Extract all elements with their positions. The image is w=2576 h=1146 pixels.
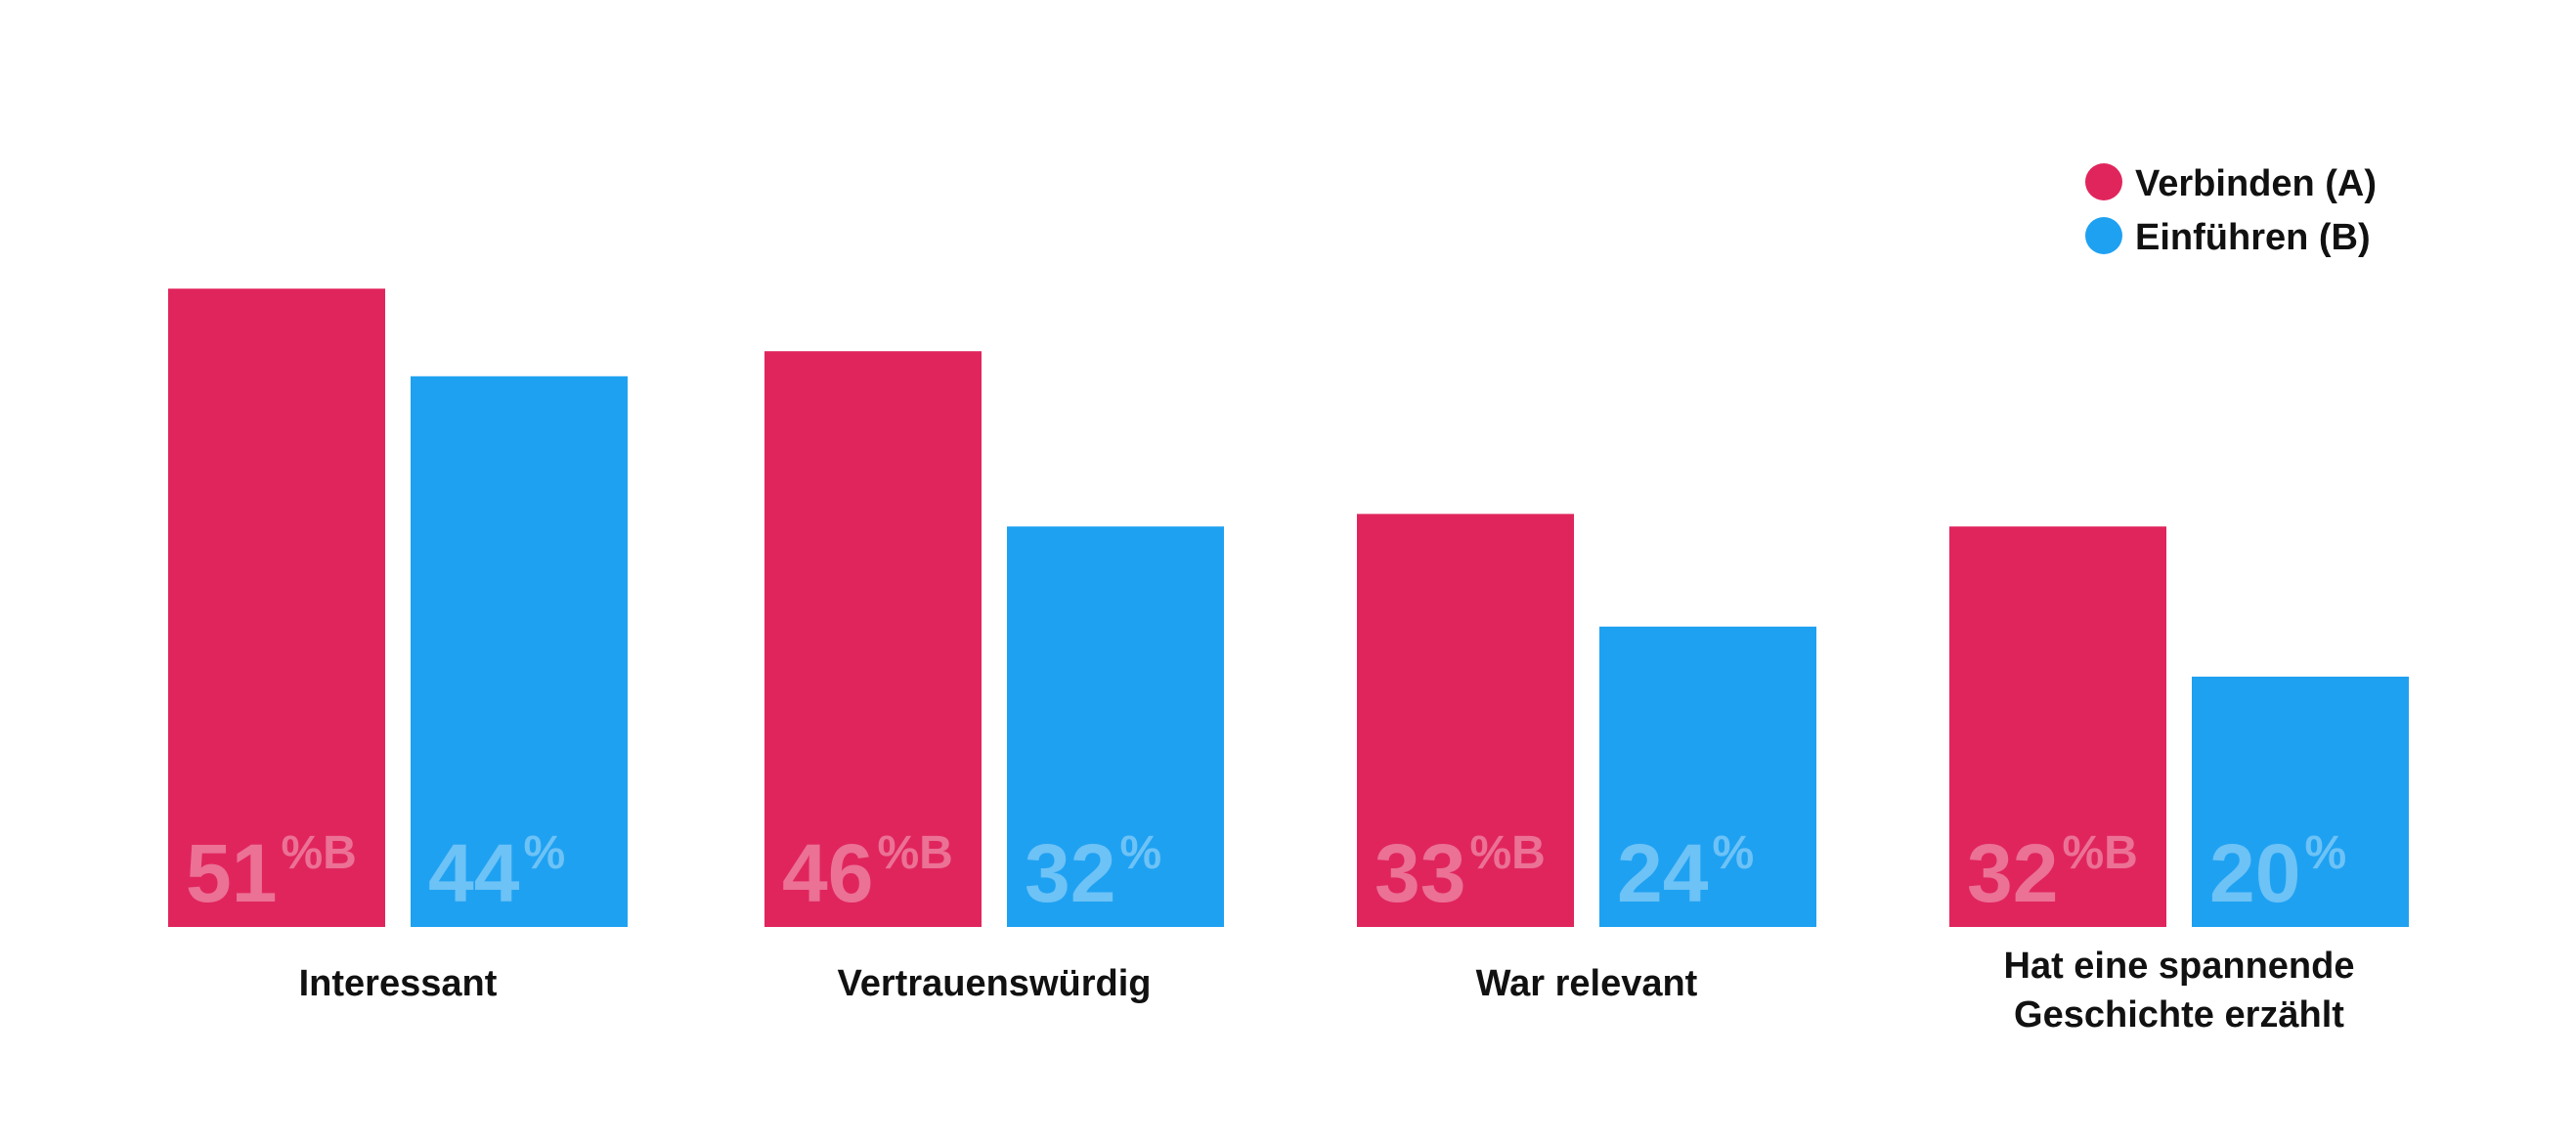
bar-b-1 bbox=[1007, 526, 1224, 927]
bar-value-label-a-1: 46%B bbox=[782, 827, 953, 919]
bar-value-label-b-1: 32% bbox=[1025, 827, 1161, 919]
bar-value-label-b-0: 44% bbox=[428, 827, 565, 919]
category-label-1: Vertrauenswürdig bbox=[838, 963, 1152, 1004]
bar-a-2 bbox=[1357, 513, 1574, 927]
legend-marker-b bbox=[2085, 217, 2122, 254]
bar-b-0 bbox=[411, 375, 628, 927]
bars-group: 51%B 44% 46%B 32% 33%B 24% 32%B 20% bbox=[168, 288, 2409, 927]
bar-a-3 bbox=[1949, 526, 2166, 927]
category-label-3: Hat eine spannende Geschichte erzählt bbox=[2004, 946, 2355, 1036]
bar-value-label-b-3: 20% bbox=[2209, 827, 2346, 919]
bar-a-1 bbox=[764, 351, 982, 927]
category-labels: Interessant Vertrauenswürdig War relevant H… bbox=[299, 946, 2355, 1036]
bar-value-label-a-3: 32%B bbox=[1967, 827, 2138, 919]
category-label-0: Interessant bbox=[299, 963, 498, 1004]
bar-value-label-a-2: 33%B bbox=[1375, 827, 1546, 919]
bar-b-2 bbox=[1599, 626, 1816, 927]
bar-value-label-a-0: 51%B bbox=[186, 827, 357, 919]
legend-marker-a bbox=[2085, 163, 2122, 200]
legend-label-b: Einführen (B) bbox=[2135, 217, 2371, 258]
category-label-2: War relevant bbox=[1476, 963, 1698, 1004]
bar-a-0 bbox=[168, 288, 385, 927]
bar-b-3 bbox=[2192, 677, 2409, 927]
legend-label-a: Verbinden (A) bbox=[2135, 163, 2377, 204]
legend: Verbinden (A) Einführen (B) bbox=[2085, 163, 2377, 258]
bar-value-label-b-2: 24% bbox=[1617, 827, 1754, 919]
